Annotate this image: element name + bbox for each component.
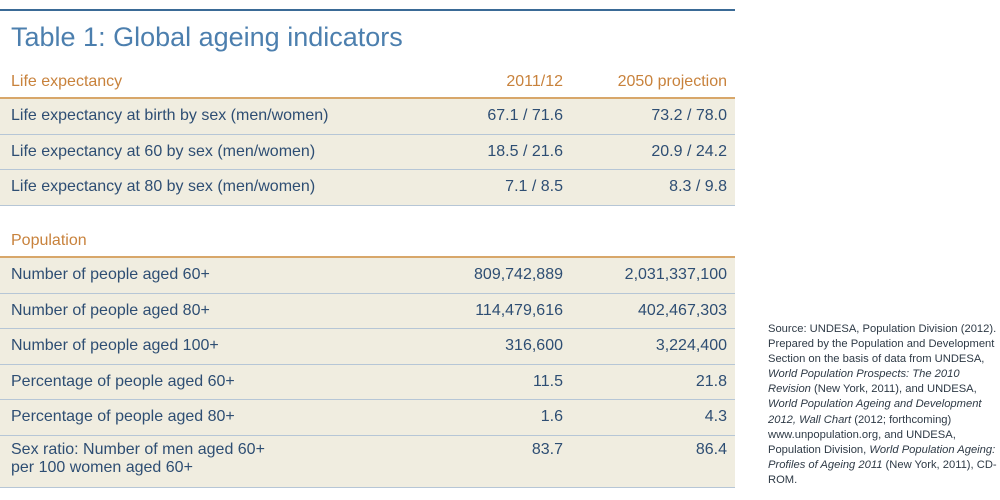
source-text: Source: UNDESA, Population Division (201… (768, 323, 997, 366)
column-header-2011-12: 2011/12 (506, 73, 563, 90)
source-title: World Population Ageing and Development … (768, 398, 982, 426)
value-2050: 2,031,337,100 (624, 266, 727, 284)
row-label: Sex ratio: Number of men aged 60+ per 10… (0, 441, 425, 477)
row-label: Number of people aged 100+ (11, 337, 219, 355)
source-note: Source: UNDESA, Population Division (201… (768, 322, 1000, 488)
row-label: Life expectancy at birth by sex (men/wom… (11, 107, 329, 125)
source-title: World Population Ageing: Profiles of Age… (768, 443, 996, 471)
row-label: Life expectancy at 60 by sex (men/women) (11, 142, 316, 160)
table-row: Percentage of people aged 80+ 1.6 4.3 (0, 400, 735, 436)
life-expectancy-table: Life expectancy 2011/12 2050 projection … (0, 67, 735, 206)
row-label: Number of people aged 60+ (11, 266, 210, 284)
table-row: Sex ratio: Number of men aged 60+ per 10… (0, 435, 735, 488)
table-row: Number of people aged 80+ 114,479,616 40… (0, 293, 735, 329)
top-rule (0, 9, 735, 11)
row-label: Percentage of people aged 80+ (11, 408, 235, 426)
row-label: Percentage of people aged 60+ (11, 372, 235, 390)
row-label-line-2: per 100 women aged 60+ (11, 458, 193, 476)
table-row: Life expectancy at 60 by sex (men/women)… (0, 134, 735, 170)
row-label: Life expectancy at 80 by sex (men/women) (11, 178, 316, 196)
table-row: Percentage of people aged 60+ 11.5 21.8 (0, 364, 735, 400)
value-2011-12: 18.5 / 21.6 (487, 142, 563, 160)
value-2011-12: 1.6 (540, 408, 563, 426)
row-label: Number of people aged 80+ (11, 301, 210, 319)
value-2050: 3,224,400 (655, 337, 727, 355)
table-row: Number of people aged 60+ 809,742,889 2,… (0, 258, 735, 294)
value-2050: 21.8 (695, 372, 727, 390)
source-text: (New York, 2011), and UNDESA, (810, 383, 977, 396)
section-header-population: Population (11, 232, 87, 249)
row-label-line-1: Sex ratio: Number of men aged 60+ (11, 440, 265, 458)
value-2050: 8.3 / 9.8 (669, 178, 727, 196)
value-2050: 402,467,303 (638, 301, 727, 319)
value-2050: 4.3 (704, 408, 727, 426)
value-2011-12: 83.7 (531, 440, 563, 458)
life-expectancy-header-row: Life expectancy 2011/12 2050 projection (0, 67, 735, 99)
table-row: Life expectancy at birth by sex (men/wom… (0, 99, 735, 135)
table-row: Number of people aged 100+ 316,600 3,224… (0, 329, 735, 365)
population-table: Population Number of people aged 60+ 809… (0, 226, 735, 488)
value-2011-12: 67.1 / 71.6 (487, 107, 563, 125)
source-title: World Population Prospects: The 2010 Rev… (768, 368, 960, 396)
value-2050: 20.9 / 24.2 (651, 142, 727, 160)
value-2050: 86.4 (695, 440, 727, 458)
column-header-2050-projection: 2050 projection (617, 73, 727, 90)
table-row: Life expectancy at 80 by sex (men/women)… (0, 170, 735, 206)
value-2011-12: 114,479,616 (475, 301, 563, 319)
population-header-row: Population (0, 226, 735, 258)
source-text: (2012; forthcoming) www.unpopulation.org… (768, 413, 956, 456)
value-2011-12: 809,742,889 (474, 266, 563, 284)
value-2050: 73.2 / 78.0 (651, 107, 727, 125)
section-header-life-expectancy: Life expectancy (11, 73, 123, 90)
value-2011-12: 11.5 (533, 372, 563, 390)
source-text: (New York, 2011), CD-ROM. (768, 458, 997, 486)
value-2011-12: 316,600 (505, 337, 563, 355)
table-title: Table 1: Global ageing indicators (11, 22, 403, 52)
value-2011-12: 7.1 / 8.5 (505, 178, 563, 196)
